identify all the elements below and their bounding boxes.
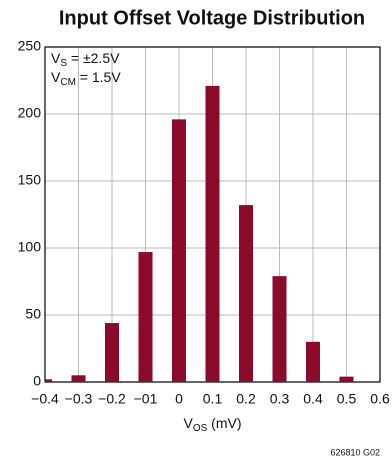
bar (45, 379, 52, 382)
bar (172, 119, 186, 382)
annotation-sub: S (60, 58, 67, 69)
x-tick-label: −0.4 (31, 391, 59, 407)
annotation-rest: = ±2.5V (67, 50, 120, 66)
y-tick-label: 200 (18, 105, 42, 121)
footnote: 626810 G02 (330, 447, 380, 457)
bar (138, 252, 153, 382)
bar (205, 85, 220, 382)
bars (45, 85, 354, 382)
y-tick-label: 250 (18, 38, 42, 54)
x-tick-label: 0.5 (337, 391, 357, 407)
bar (239, 205, 253, 382)
chart-title: Input Offset Voltage Distribution (59, 7, 365, 29)
x-tick-label: 0.6 (370, 391, 390, 407)
bar (105, 323, 119, 382)
x-tick-label: −0.3 (65, 391, 93, 407)
annotation: VS = ±2.5V (51, 50, 120, 69)
annotation-main: V (51, 50, 61, 66)
x-tick-label: −0.2 (98, 391, 126, 407)
bar (272, 276, 287, 382)
annotation-main: V (51, 69, 61, 85)
annotation-rest: = 1.5V (76, 69, 121, 85)
x-tick-label: 0.1 (203, 391, 223, 407)
bar (339, 376, 354, 382)
x-tick-label: −01 (134, 391, 158, 407)
x-axis-label-sub: OS (193, 423, 208, 434)
x-axis-label-main: V (183, 415, 193, 431)
annotation: VCM = 1.5V (51, 69, 121, 88)
annotation-sub: CM (60, 77, 76, 88)
x-tick-label: 0.3 (270, 391, 290, 407)
bar (71, 375, 86, 382)
x-axis-label-rest: (mV) (207, 415, 241, 431)
x-axis-label: VOS (mV) (183, 415, 241, 434)
y-tick-label: 150 (18, 172, 42, 188)
x-tick-label: 0 (175, 391, 183, 407)
y-tick-label: 100 (18, 239, 42, 255)
y-tick-label: 50 (25, 306, 41, 322)
bar (306, 341, 320, 382)
x-tick-label: 0.2 (236, 391, 256, 407)
x-tick-label: 0.4 (303, 391, 323, 407)
y-tick-label: 0 (33, 373, 41, 389)
